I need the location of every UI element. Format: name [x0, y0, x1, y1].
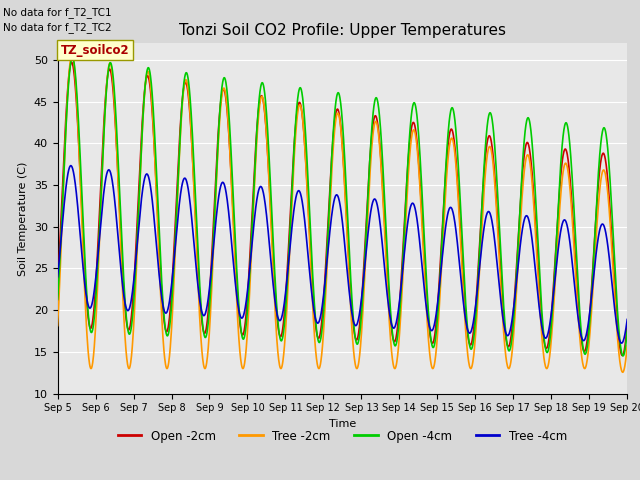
Title: Tonzi Soil CO2 Profile: Upper Temperatures: Tonzi Soil CO2 Profile: Upper Temperatur…	[179, 23, 506, 38]
Text: TZ_soilco2: TZ_soilco2	[60, 44, 129, 57]
Text: No data for f_T2_TC1: No data for f_T2_TC1	[3, 7, 112, 18]
Text: No data for f_T2_TC2: No data for f_T2_TC2	[3, 22, 112, 33]
X-axis label: Time: Time	[329, 419, 356, 429]
Y-axis label: Soil Temperature (C): Soil Temperature (C)	[18, 161, 28, 276]
Legend: Open -2cm, Tree -2cm, Open -4cm, Tree -4cm: Open -2cm, Tree -2cm, Open -4cm, Tree -4…	[113, 425, 572, 447]
